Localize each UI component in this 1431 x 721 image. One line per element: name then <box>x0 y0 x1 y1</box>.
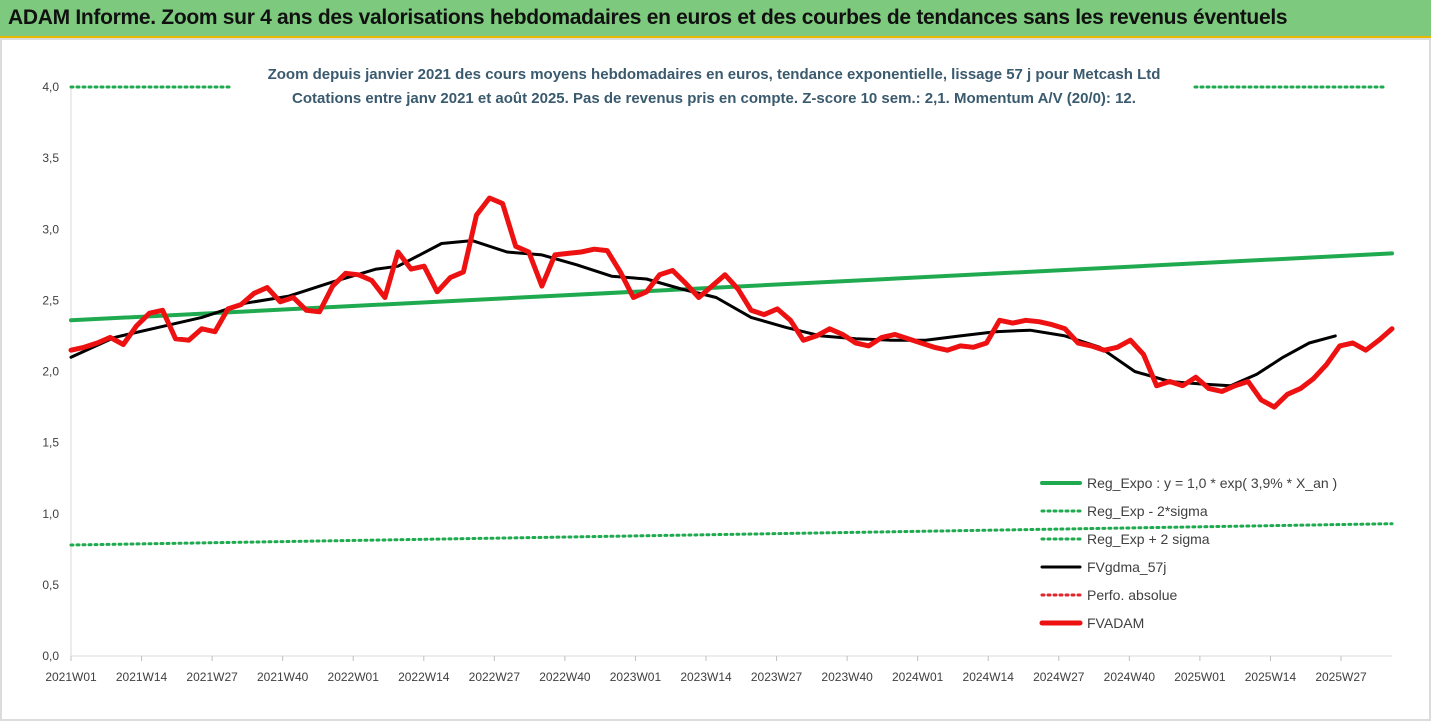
x-tick-label: 2021W14 <box>116 670 168 684</box>
x-tick-label: 2025W01 <box>1174 670 1226 684</box>
x-tick-label: 2022W40 <box>539 670 591 684</box>
x-tick-label: 2024W40 <box>1104 670 1156 684</box>
series-layer <box>68 85 1395 547</box>
chart-title: Zoom depuis janvier 2021 des cours moyen… <box>268 66 1161 107</box>
chart-title-line: Zoom depuis janvier 2021 des cours moyen… <box>268 66 1161 83</box>
x-tick-label: 2024W01 <box>892 670 944 684</box>
chart-title-line: Cotations entre janv 2021 et août 2025. … <box>292 90 1136 107</box>
series-line-fvadam <box>68 195 1395 410</box>
y-tick-label: 2,5 <box>42 293 59 307</box>
x-tick-label: 2025W14 <box>1245 670 1297 684</box>
legend: Reg_Expo : y = 1,0 * exp( 3,9% * X_an ) R… <box>1039 475 1337 631</box>
series-line-reg-expo <box>69 251 1394 323</box>
legend-label: Perfo. absolue <box>1087 587 1177 603</box>
legend-item-reg-exp-minus-2-sigma: Reg_Exp - 2*sigma <box>1040 503 1208 519</box>
x-tick-label: 2021W27 <box>186 670 238 684</box>
y-tick-label: 3,5 <box>42 151 59 165</box>
y-tick-label: 0,5 <box>42 578 59 592</box>
x-tick-label: 2025W27 <box>1315 670 1367 684</box>
x-tick-label: 2021W40 <box>257 670 309 684</box>
x-tick-label: 2021W01 <box>45 670 97 684</box>
y-tick-label: 3,0 <box>42 222 59 236</box>
legend-label: FVgdma_57j <box>1087 559 1166 575</box>
x-tick-label: 2024W27 <box>1033 670 1085 684</box>
page-title: ADAM Informe. Zoom sur 4 ans des valoris… <box>8 6 1288 29</box>
y-tick-label: 0,0 <box>42 649 59 663</box>
x-tick-label: 2022W27 <box>469 670 521 684</box>
header-bar: ADAM Informe. Zoom sur 4 ans des valoris… <box>0 0 1431 38</box>
chart-frame <box>0 38 1431 721</box>
y-tick-label: 1,5 <box>42 436 59 450</box>
legend-item-perfo-absolue: Perfo. absolue <box>1040 587 1177 603</box>
legend-item-reg-exp-plus-2-sigma: Reg_Exp + 2 sigma <box>1040 531 1210 547</box>
x-tick-label: 2024W14 <box>963 670 1015 684</box>
x-tick-label: 2022W14 <box>398 670 450 684</box>
legend-label: Reg_Expo : y = 1,0 * exp( 3,9% * X_an ) <box>1087 475 1337 491</box>
legend-item-fvadam: FVADAM <box>1039 615 1144 631</box>
y-tick-label: 4,0 <box>42 80 59 94</box>
x-tick-label: 2022W01 <box>328 670 380 684</box>
legend-label: Reg_Exp + 2 sigma <box>1087 531 1210 547</box>
x-tick-label: 2023W40 <box>821 670 873 684</box>
x-tick-label: 2023W27 <box>751 670 803 684</box>
legend-item-fvgdma-57j: FVgdma_57j <box>1040 559 1166 575</box>
series-line-reg-exp-minus-2-sigma <box>69 522 1394 547</box>
y-tick-label: 1,0 <box>42 507 59 521</box>
legend-label: FVADAM <box>1087 615 1144 631</box>
x-tick-label: 2023W14 <box>680 670 732 684</box>
legend-item-reg-expo: Reg_Expo : y = 1,0 * exp( 3,9% * X_an ) <box>1040 475 1337 491</box>
y-tick-label: 2,0 <box>42 365 59 379</box>
x-tick-label: 2023W01 <box>610 670 662 684</box>
y-axis: 0,0 0,5 1,0 1,5 2,0 2,5 3,0 3,5 4,0 <box>42 80 72 663</box>
legend-label: Reg_Exp - 2*sigma <box>1087 503 1208 519</box>
x-axis: 2021W01 2021W14 2021W27 2021W40 2022W01 2022W… <box>45 655 1392 684</box>
